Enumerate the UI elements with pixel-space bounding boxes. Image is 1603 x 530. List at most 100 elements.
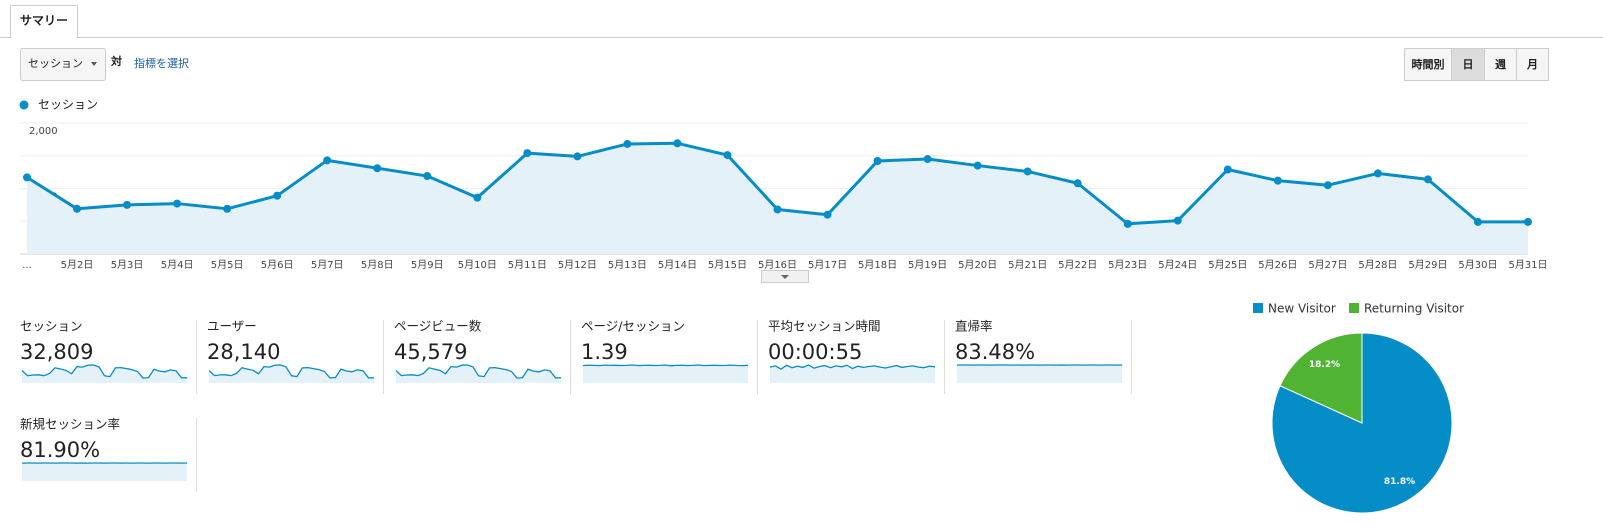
sparkline xyxy=(395,364,561,379)
granularity-button[interactable] xyxy=(1451,48,1485,81)
x-tick-label: 5月4日 xyxy=(161,259,194,271)
x-tick-label: 5月2日 xyxy=(61,259,94,271)
granularity-button[interactable] xyxy=(1516,48,1549,81)
point xyxy=(223,204,232,213)
scorecard-value: 81.90% xyxy=(20,438,100,462)
sparkline xyxy=(582,364,749,367)
point xyxy=(623,139,632,148)
x-tick-label: 5月25日 xyxy=(1208,259,1247,271)
scorecard-label: セッション xyxy=(20,319,83,334)
granularity-label[interactable]: 時間別 xyxy=(1412,57,1445,71)
legend-swatch xyxy=(1349,303,1359,313)
sparkline-area xyxy=(22,463,187,481)
point xyxy=(873,156,882,165)
x-tick-label: ... xyxy=(22,260,32,271)
x-tick-label: 5月23日 xyxy=(1108,259,1147,271)
point xyxy=(23,173,31,182)
x-tick-label: 5月26日 xyxy=(1258,259,1297,271)
granularity-label[interactable]: 月 xyxy=(1526,58,1538,71)
scorecard-value: 1.39 xyxy=(581,340,628,364)
point xyxy=(1373,169,1382,178)
scorecard-value: 45,579 xyxy=(394,340,467,364)
x-tick-label: 5月8日 xyxy=(361,259,394,271)
point xyxy=(1023,167,1032,176)
x-tick-label: 5月18日 xyxy=(858,259,897,271)
scorecard-label: ユーザー xyxy=(207,319,257,334)
scorecard-label: 平均セッション時間 xyxy=(768,319,881,334)
point xyxy=(1273,176,1282,185)
sparkline-area xyxy=(583,365,748,383)
legend-swatch xyxy=(19,100,29,110)
legend-label: セッション xyxy=(38,98,98,112)
x-tick-label: 5月31日 xyxy=(1508,259,1547,271)
point xyxy=(1473,217,1482,226)
x-tick-label: 5月7日 xyxy=(311,259,344,271)
scorecard-label: ページ/セッション xyxy=(581,319,685,334)
x-tick-label: 5月16日 xyxy=(758,259,797,271)
point xyxy=(323,156,332,165)
granularity-label[interactable]: 週 xyxy=(1495,57,1506,71)
point xyxy=(523,149,532,158)
x-tick-label: 5月29日 xyxy=(1408,259,1447,271)
legend-label: Returning Visitor xyxy=(1364,302,1464,316)
point xyxy=(473,193,482,202)
sparkline-area xyxy=(770,365,935,383)
point xyxy=(1073,179,1082,188)
point xyxy=(373,164,382,173)
point xyxy=(123,200,132,209)
x-tick-label: 5月15日 xyxy=(708,259,747,271)
x-tick-label: 5月10日 xyxy=(458,259,497,271)
x-tick-label: 5月6日 xyxy=(261,259,294,271)
x-tick-label: 5月28日 xyxy=(1358,259,1397,271)
select-metric-link[interactable]: 指標を選択 xyxy=(134,56,189,70)
sparkline xyxy=(208,364,374,379)
granularity-buttons: 時間別 日 週 月 xyxy=(1404,48,1549,81)
legend-label: New Visitor xyxy=(1268,302,1336,316)
metric-dropdown-label[interactable]: セッション xyxy=(28,57,83,70)
x-tick-label: 5月12日 xyxy=(558,259,597,271)
point xyxy=(173,199,182,208)
point xyxy=(1423,175,1432,184)
point xyxy=(923,155,932,164)
point xyxy=(823,210,832,219)
x-tick-label: 5月3日 xyxy=(111,259,144,271)
metric-dropdown[interactable] xyxy=(20,48,106,81)
scorecard-label: ページビュー数 xyxy=(394,319,482,334)
area xyxy=(27,143,1528,254)
x-tick-label: 5月30日 xyxy=(1458,259,1497,271)
legend-swatch xyxy=(1253,303,1263,313)
point xyxy=(673,139,682,148)
pie-slice xyxy=(1279,332,1363,424)
scorecard-label: 新規セッション率 xyxy=(20,417,120,432)
tab-label[interactable]: サマリー xyxy=(20,14,68,28)
point xyxy=(1323,181,1332,190)
scorecard-label: 直帰率 xyxy=(955,319,993,334)
point xyxy=(973,161,982,170)
x-tick-label: 5月14日 xyxy=(658,259,697,271)
slice-label: 18.2% xyxy=(1309,360,1340,370)
x-tick-label: 5月13日 xyxy=(608,259,647,271)
x-tick-label: 5月22日 xyxy=(1058,259,1097,271)
x-tick-label: 5月9日 xyxy=(411,259,444,271)
scorecard-value: 83.48% xyxy=(955,340,1035,364)
x-tick-label: 5月21日 xyxy=(1008,259,1047,271)
point xyxy=(273,191,282,200)
slice-label: 81.8% xyxy=(1384,477,1415,487)
point xyxy=(1173,216,1182,225)
point xyxy=(423,172,432,181)
sparkline xyxy=(21,364,187,379)
y-tick-label: 2,000 xyxy=(29,126,58,137)
x-tick-label: 5月11日 xyxy=(508,259,547,271)
x-tick-label: 5月5日 xyxy=(211,259,244,271)
granularity-button[interactable] xyxy=(1404,48,1452,81)
x-tick-label: 5月27日 xyxy=(1308,259,1347,271)
sparkline-area xyxy=(957,365,1122,383)
x-tick-label: 5月17日 xyxy=(808,259,847,271)
granularity-label[interactable]: 日 xyxy=(1463,58,1474,71)
x-tick-label: 5月24日 xyxy=(1158,259,1197,271)
collapse-arrow xyxy=(781,275,789,279)
sparkline xyxy=(769,364,936,370)
point xyxy=(723,151,732,160)
scorecard-value: 28,140 xyxy=(207,340,280,364)
